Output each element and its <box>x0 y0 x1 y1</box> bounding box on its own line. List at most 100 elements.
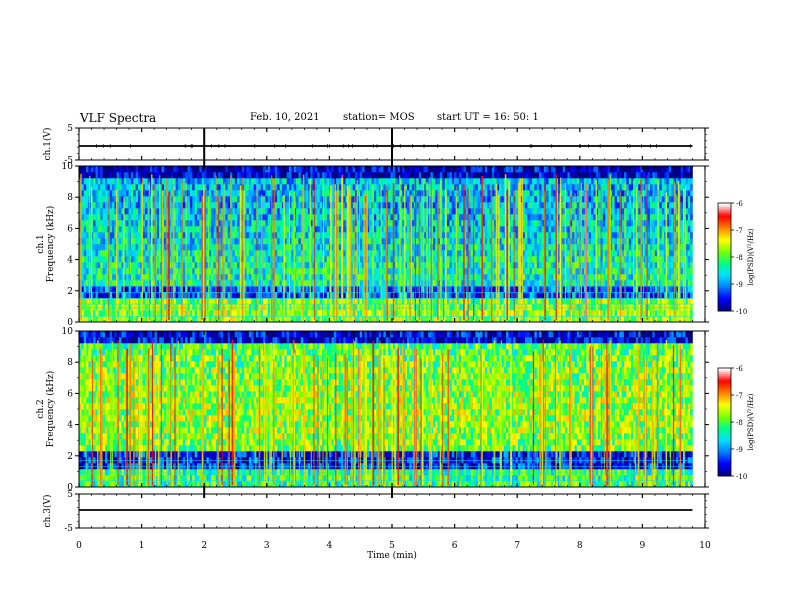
spectrogram-cell <box>433 310 436 316</box>
spectrogram-cell <box>407 244 410 250</box>
spectrogram-cell <box>209 298 212 304</box>
spectrogram-cell <box>211 268 214 274</box>
spectrogram-cell <box>275 280 278 286</box>
spectrogram-cell <box>459 310 462 316</box>
spectrogram-cell <box>117 166 120 172</box>
spectrogram-cell <box>390 232 393 238</box>
spectrogram-cell <box>452 172 455 178</box>
spectrogram-cell <box>105 178 108 184</box>
spectrogram-cell <box>306 232 309 238</box>
spectrogram-cell <box>407 310 410 316</box>
spectrogram-cell <box>289 172 292 178</box>
spectrogram-cell <box>287 244 290 250</box>
spectrogram-cell <box>317 316 320 322</box>
spectrogram-cell <box>374 280 377 286</box>
spectrogram-cell <box>324 184 327 190</box>
spectrogram-cell <box>475 190 478 196</box>
spectrogram-cell <box>313 172 316 178</box>
spectrogram-cell <box>152 274 155 280</box>
spectrogram-cell <box>320 310 323 316</box>
spectrogram-cell <box>103 274 106 280</box>
spectrogram-cell <box>265 178 268 184</box>
spectrogram-cell <box>280 232 283 238</box>
spectrogram-cell <box>412 226 415 232</box>
spectrogram-cell <box>98 166 101 172</box>
spectrogram-cell <box>275 220 278 226</box>
spectrogram-cell <box>520 172 523 178</box>
spectrogram-cell <box>277 232 280 238</box>
spectrogram-cell <box>433 262 436 268</box>
spectrogram-cell <box>365 178 368 184</box>
spectrogram-cell <box>143 298 146 304</box>
spectrogram-cell <box>296 184 299 190</box>
spectrogram-cell <box>530 190 533 196</box>
spectrogram-cell <box>93 214 96 220</box>
spectrogram-cell <box>383 220 386 226</box>
spectrogram-cell <box>322 166 325 172</box>
spectrogram-cell <box>93 250 96 256</box>
spectrogram-cell <box>416 226 419 232</box>
spectrogram-cell <box>145 274 148 280</box>
spectrogram-cell <box>280 184 283 190</box>
spectrogram-cell <box>407 316 410 322</box>
spectrogram-cell <box>506 172 509 178</box>
spectrogram-cell <box>478 286 481 292</box>
spectrogram-cell <box>235 214 238 220</box>
spectrogram-cell <box>306 220 309 226</box>
spectrogram-cell <box>197 244 200 250</box>
spectrogram-cell <box>315 214 318 220</box>
spectrogram-cell <box>93 226 96 232</box>
spectrogram-cell <box>459 196 462 202</box>
spectrogram-cell <box>376 226 379 232</box>
spectrogram-cell <box>317 304 320 310</box>
spectrogram-cell <box>251 232 254 238</box>
spectrogram-cell <box>374 262 377 268</box>
spectrogram-cell <box>376 184 379 190</box>
spectrogram-cell <box>126 178 129 184</box>
spectrogram-cell <box>475 256 478 262</box>
spectrogram-cell <box>298 304 301 310</box>
spectrogram-cell <box>369 226 372 232</box>
spectrogram-cell <box>275 190 278 196</box>
spectrogram-cell <box>497 178 500 184</box>
spectrogram-cell <box>501 292 504 298</box>
spectrogram-cell <box>315 280 318 286</box>
spectrogram-cell <box>199 190 202 196</box>
spectrogram-cell <box>152 232 155 238</box>
spectrogram-cell <box>84 268 87 274</box>
spectrogram-cell <box>525 292 528 298</box>
spectrogram-cell <box>183 220 186 226</box>
spectrogram-cell <box>133 190 136 196</box>
spectrogram-cell <box>133 220 136 226</box>
spectrogram-cell <box>381 166 384 172</box>
spectrogram-cell <box>183 250 186 256</box>
spectrogram-cell <box>195 226 198 232</box>
spectrogram-cell <box>86 268 89 274</box>
spectrogram-cell <box>93 238 96 244</box>
spectrogram-cell <box>416 298 419 304</box>
spectrogram-cell <box>112 244 115 250</box>
spectrogram-cell <box>520 166 523 172</box>
spectrogram-cell <box>433 172 436 178</box>
spectrogram-cell <box>188 292 191 298</box>
spectrogram-cell <box>511 196 514 202</box>
spectrogram-cell <box>178 256 181 262</box>
spectrogram-cell <box>275 184 278 190</box>
spectrogram-cell <box>306 292 309 298</box>
spectrogram-cell <box>145 184 148 190</box>
spectrogram-cell <box>93 232 96 238</box>
spectrogram-cell <box>268 172 271 178</box>
spectrogram-cell <box>277 226 280 232</box>
spectrogram-cell <box>376 250 379 256</box>
spectrogram-cell <box>157 178 160 184</box>
spectrogram-cell <box>516 310 519 316</box>
spectrogram-cell <box>263 310 266 316</box>
spectrogram-cell <box>416 172 419 178</box>
spectrogram-cell <box>277 250 280 256</box>
spectrogram-cell <box>306 226 309 232</box>
spectrogram-cell <box>447 214 450 220</box>
spectrogram-cell <box>376 262 379 268</box>
spectrogram-cell <box>258 226 261 232</box>
spectrogram-cell <box>263 304 266 310</box>
spectrogram-cell <box>112 226 115 232</box>
